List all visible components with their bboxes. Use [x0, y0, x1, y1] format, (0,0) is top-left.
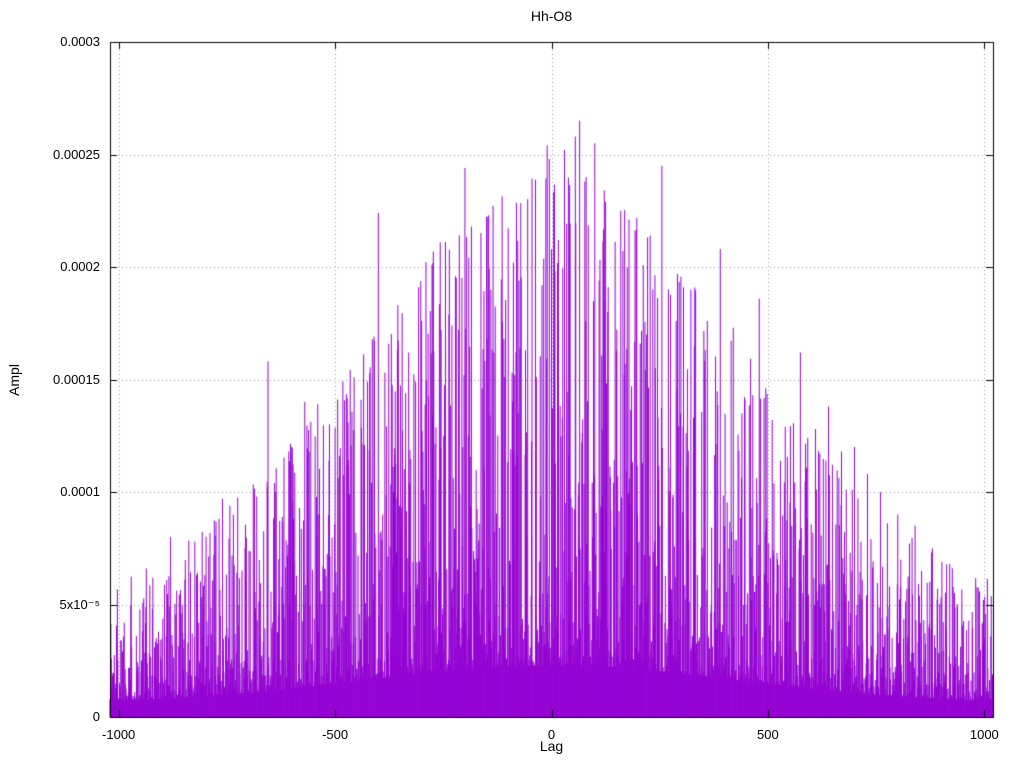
- y-tick-label: 0.00015: [53, 371, 100, 387]
- y-tick-label: 0: [92, 709, 100, 724]
- x-tick-label: -500: [322, 727, 349, 742]
- y-tick-label: 0.0001: [60, 484, 100, 499]
- x-tick-label: 500: [757, 727, 779, 742]
- chart-title: Hh-O8: [530, 8, 573, 24]
- y-tick-label: 0.0003: [60, 34, 100, 49]
- y-tick-label: 0.0002: [60, 259, 100, 274]
- x-axis-label: Lag: [539, 738, 564, 754]
- y-tick-label: 0.00025: [53, 146, 100, 162]
- x-tick-label: 1000: [969, 727, 999, 742]
- x-tick-label: -1000: [102, 727, 136, 742]
- y-axis-label: Ampl: [6, 364, 22, 396]
- y-tick-label: 5x10⁻⁵: [59, 596, 100, 612]
- x-tick-label: 0: [547, 727, 556, 742]
